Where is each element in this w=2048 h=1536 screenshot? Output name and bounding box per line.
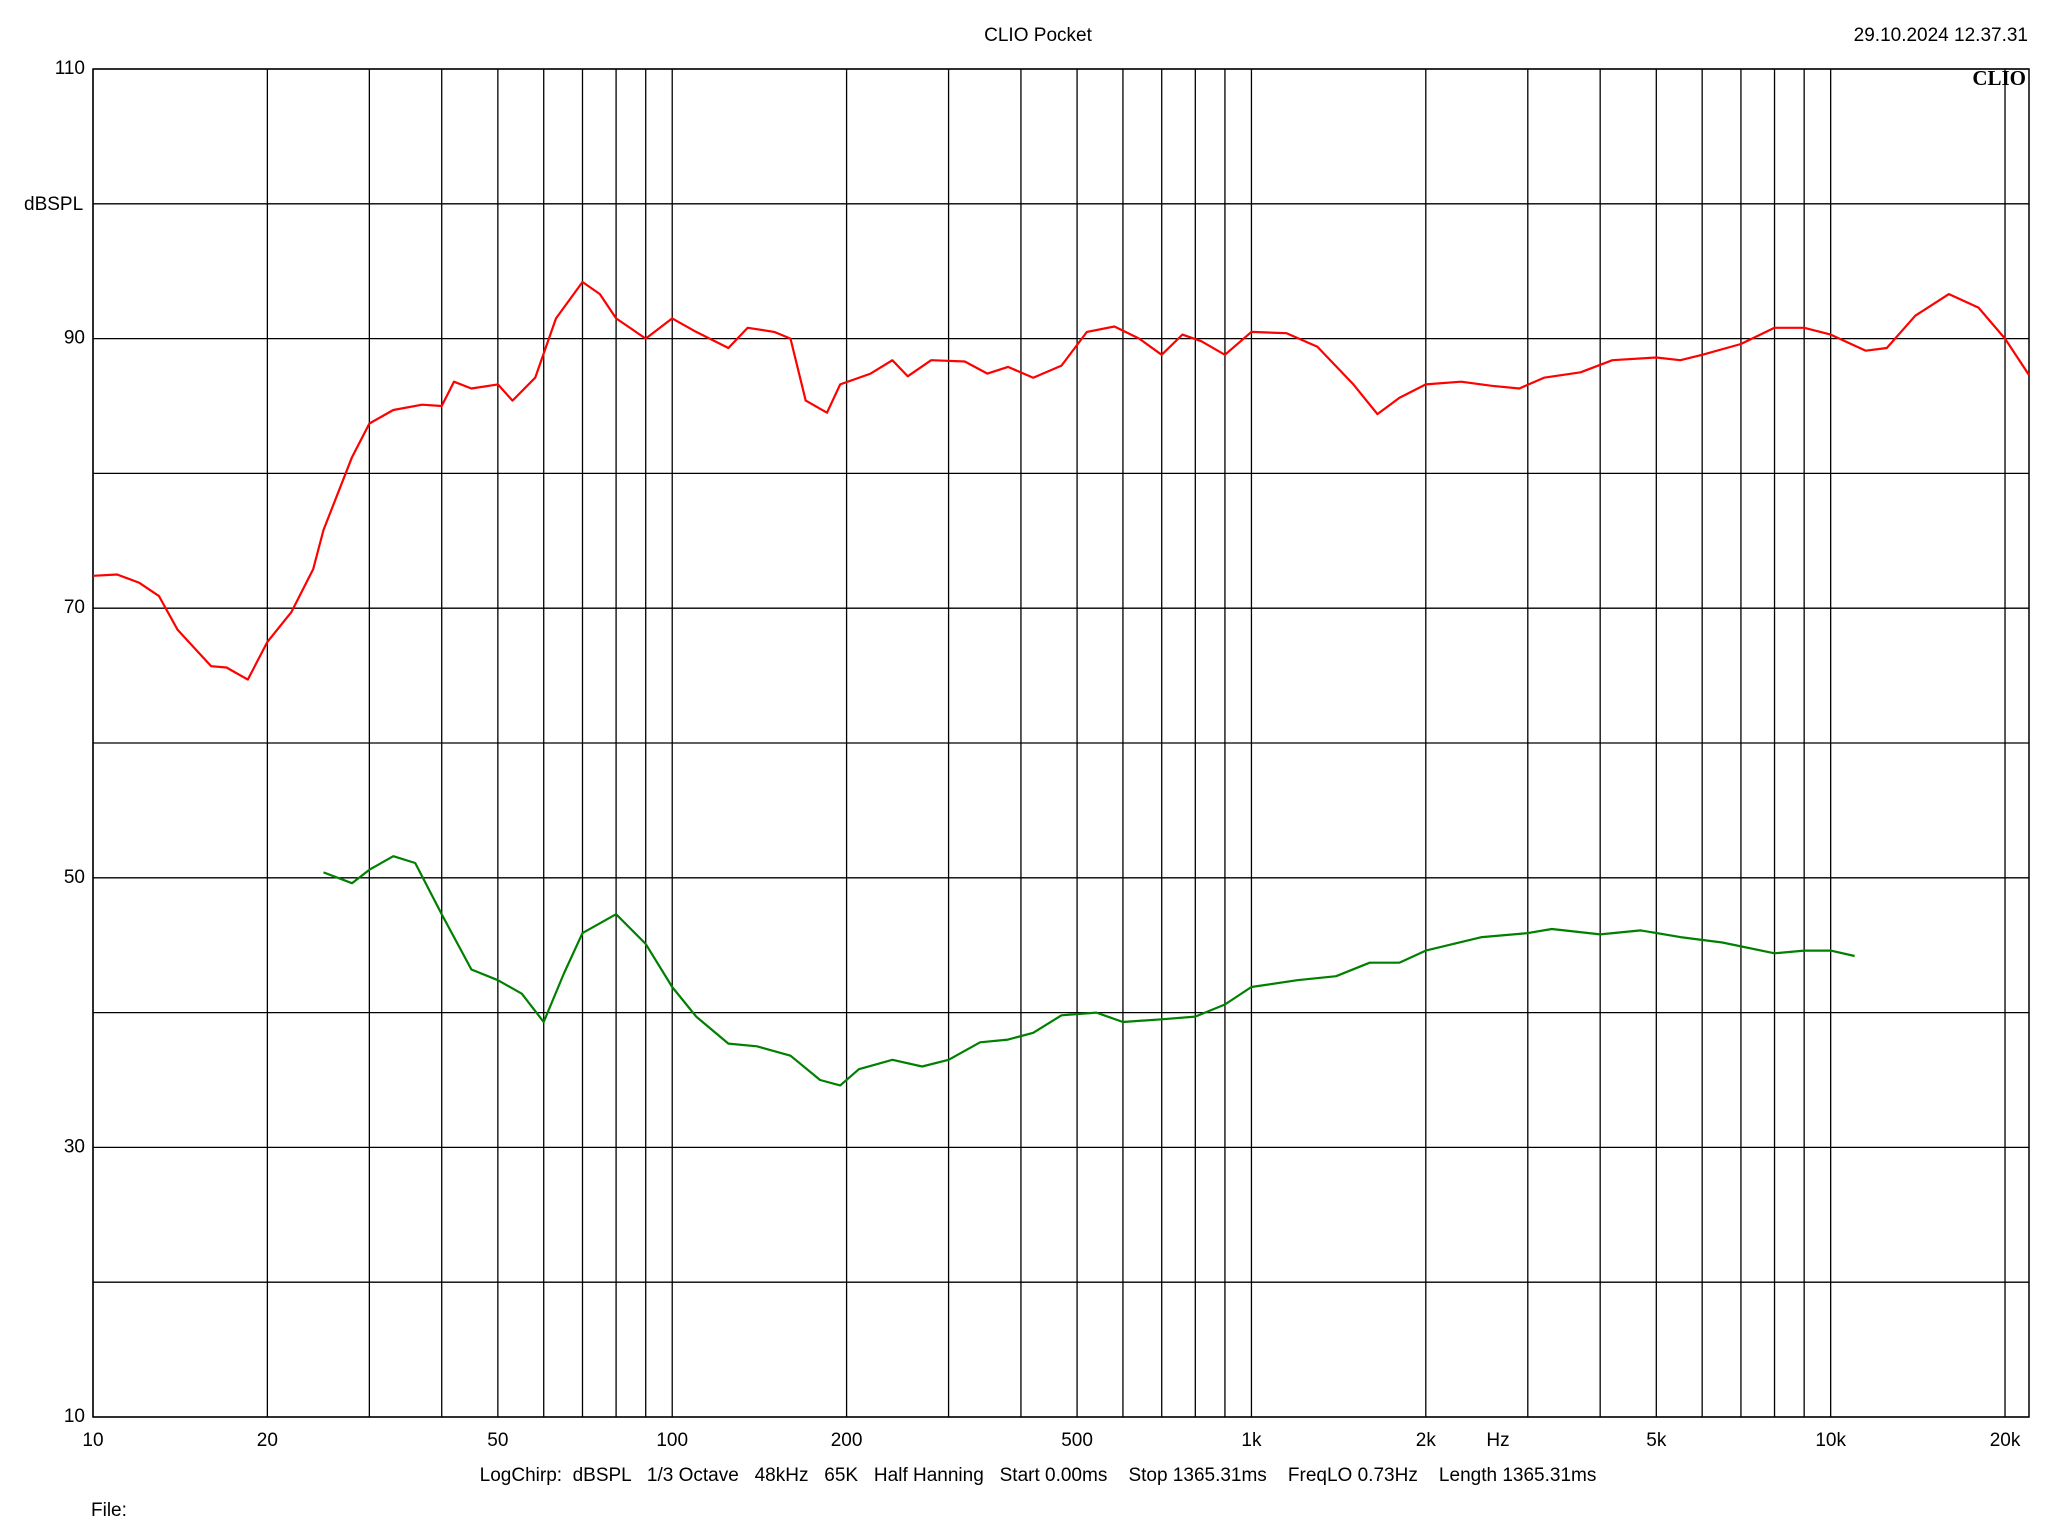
series-line [92,280,2030,681]
x-tick-label: 100 [656,1430,688,1451]
x-tick-label: 10 [82,1430,103,1451]
y-tick-label: 70 [64,597,85,618]
file-label: File: [91,1500,127,1521]
x-axis-label: Hz [1486,1430,1509,1451]
x-tick-label: 500 [1061,1430,1093,1451]
y-tick-label: 30 [64,1136,85,1157]
plot-area [92,68,2030,1418]
x-tick-label: 10k [1815,1430,1846,1451]
x-tick-label: 50 [487,1430,508,1451]
chart-title: CLIO Pocket [984,25,1092,46]
y-tick-label: 10 [64,1406,85,1427]
plot-frame [92,68,2030,1418]
y-tick-label: 90 [64,328,85,349]
y-axis-label: dBSPL [24,194,83,215]
x-tick-label: 5k [1646,1430,1667,1451]
footer: LogChirp: dBSPL 1/3 Octave 48kHz 65K Hal… [480,1465,1597,1486]
timestamp: 29.10.2024 12.37.31 [1854,25,2028,46]
logo: CLIO [1972,66,2026,90]
y-tick-label: 110 [55,58,85,79]
x-tick-label: 1k [1241,1430,1262,1451]
x-tick-label: 200 [831,1430,863,1451]
y-tick-label: 50 [64,867,85,888]
x-tick-label: 20 [257,1430,278,1451]
x-tick-label: 20k [1990,1430,2021,1451]
series-line [323,855,1855,1087]
x-tick-label: 2k [1416,1430,1437,1451]
